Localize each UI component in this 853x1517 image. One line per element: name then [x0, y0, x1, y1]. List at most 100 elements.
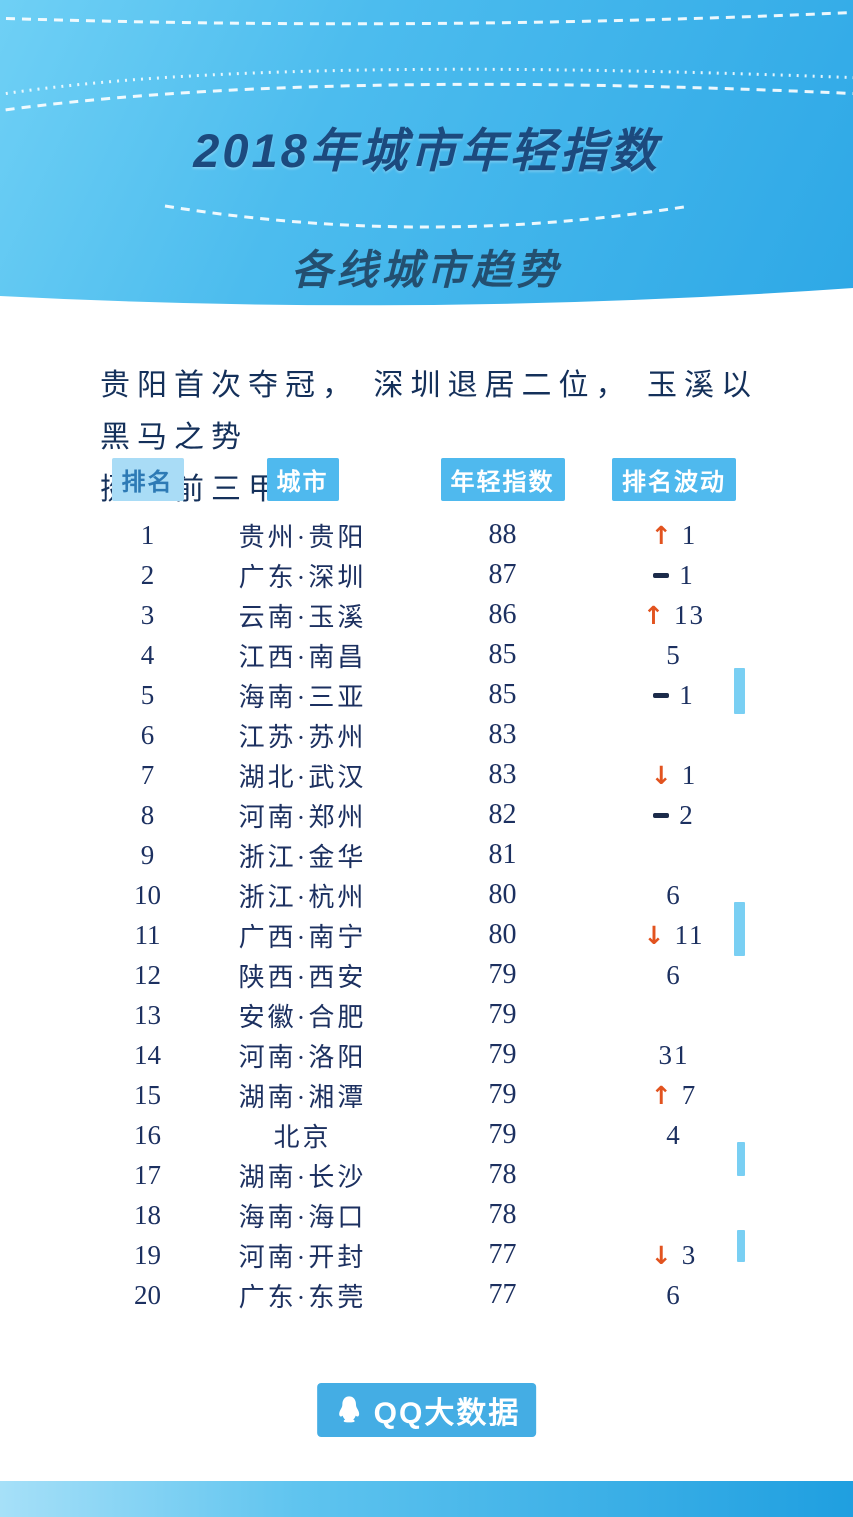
- change-cell: 6: [595, 880, 753, 911]
- change-cell: 2: [595, 800, 753, 831]
- rank-cell: 17: [134, 1159, 161, 1190]
- change-value: 2: [679, 799, 695, 830]
- city-cell: 陕西·西安: [238, 962, 367, 992]
- table-row: 6 江苏·苏州 83: [100, 715, 753, 755]
- decor-bar: [737, 1230, 745, 1262]
- rank-cell: 20: [134, 1279, 161, 1310]
- change-value: 3: [681, 1239, 698, 1270]
- header-cell-city-wrap: 城市: [195, 458, 410, 501]
- column-header-rank: 排名: [111, 458, 184, 501]
- header-cell-rank-wrap: 排名: [100, 458, 195, 501]
- change-cell: 1: [595, 560, 753, 591]
- change-value: 6: [666, 879, 682, 910]
- change-value: 7: [681, 1079, 698, 1110]
- decor-bar: [737, 1142, 745, 1176]
- change-value: 4: [666, 1119, 682, 1150]
- dashed-arc-mid: [0, 82, 853, 113]
- change-cell: ↑ 7: [595, 1080, 753, 1111]
- change-cell: ↓ 1: [595, 760, 753, 791]
- city-cell: 浙江·杭州: [238, 882, 367, 912]
- index-cell: 81: [488, 839, 517, 870]
- city-cell: 湖南·湘潭: [238, 1082, 367, 1112]
- table-row: 3 云南·玉溪 86 ↑ 13: [100, 595, 753, 635]
- qq-big-data-logo: QQ大数据: [316, 1383, 537, 1437]
- table-row: 11 广西·南宁 80 ↓ 11: [100, 915, 753, 955]
- index-cell: 82: [488, 799, 517, 830]
- rank-cell: 3: [140, 599, 155, 630]
- table-row: 14 河南·洛阳 79 31: [100, 1035, 753, 1075]
- city-cell: 江西·南昌: [238, 642, 367, 672]
- city-cell: 浙江·金华: [238, 842, 367, 872]
- rank-cell: 7: [140, 759, 155, 790]
- table-row: 15 湖南·湘潭 79 ↑ 7: [100, 1075, 753, 1115]
- city-cell: 海南·海口: [238, 1202, 367, 1232]
- change-cell: 6: [595, 1280, 753, 1311]
- index-cell: 83: [488, 719, 517, 750]
- change-value: 1: [681, 759, 698, 790]
- index-cell: 79: [488, 1119, 517, 1150]
- header-cell-change-wrap: 排名波动: [595, 458, 753, 501]
- table-row: 18 海南·海口 78: [100, 1195, 753, 1235]
- dotted-arc: [0, 67, 853, 96]
- rank-cell: 18: [134, 1199, 161, 1230]
- table-row: 5 海南·三亚 85 1: [100, 675, 753, 715]
- index-cell: 83: [488, 759, 517, 790]
- change-cell: ↓ 11: [595, 920, 753, 951]
- rank-cell: 14: [134, 1039, 161, 1070]
- table-row: 16 北京 79 4: [100, 1115, 753, 1155]
- rank-cell: 9: [140, 839, 155, 870]
- rank-cell: 11: [134, 919, 161, 950]
- city-cell: 江苏·苏州: [238, 722, 367, 752]
- rank-cell: 5: [140, 679, 155, 710]
- up-arrow-icon: ↑: [643, 600, 664, 630]
- table-row: 4 江西·南昌 85 5: [100, 635, 753, 675]
- change-value: 1: [681, 519, 698, 550]
- dash-icon: [653, 812, 670, 818]
- dash-icon: [653, 692, 670, 698]
- change-cell: 5: [595, 640, 753, 671]
- index-cell: 78: [488, 1159, 517, 1190]
- change-value: 1: [679, 559, 695, 590]
- city-cell: 广西·南宁: [238, 922, 367, 952]
- down-arrow-icon: ↓: [650, 760, 672, 790]
- index-cell: 87: [488, 559, 517, 590]
- index-cell: 80: [488, 879, 517, 910]
- table-row: 7 湖北·武汉 83 ↓ 1: [100, 755, 753, 795]
- page-title: 2018年城市年轻指数: [193, 124, 660, 177]
- rank-cell: 6: [140, 719, 155, 750]
- table-row: 12 陕西·西安 79 6: [100, 955, 753, 995]
- decor-bar: [734, 902, 745, 956]
- city-cell: 河南·开封: [238, 1242, 367, 1272]
- index-cell: 86: [488, 599, 517, 630]
- index-cell: 85: [488, 639, 517, 670]
- column-header-rank-change: 排名波动: [612, 458, 736, 501]
- rank-cell: 4: [140, 639, 155, 670]
- column-header-youth-index: 年轻指数: [440, 458, 565, 501]
- table-row: 20 广东·东莞 77 6: [100, 1275, 753, 1315]
- city-cell: 河南·洛阳: [238, 1042, 367, 1072]
- table-body: 1 贵州·贵阳 88 ↑ 1 2 广东·深圳 87 1 3 云南·玉溪 86 ↑ 13 4 江西·南昌 85 5 5…: [100, 515, 753, 1315]
- change-value: 1: [679, 679, 695, 710]
- header-bottom-curve: [0, 288, 853, 312]
- up-arrow-icon: ↑: [650, 520, 672, 550]
- change-value: 31: [658, 1039, 690, 1070]
- change-cell: 1: [595, 680, 753, 711]
- dash-icon: [653, 572, 670, 578]
- change-value: 13: [673, 599, 705, 630]
- table-row: 2 广东·深圳 87 1: [100, 555, 753, 595]
- index-cell: 85: [488, 679, 517, 710]
- rank-cell: 15: [134, 1079, 161, 1110]
- rank-cell: 10: [134, 879, 161, 910]
- down-arrow-icon: ↓: [650, 1240, 672, 1270]
- city-cell: 云南·玉溪: [238, 602, 367, 632]
- index-cell: 79: [488, 1079, 517, 1110]
- bottom-gradient-band: [0, 1481, 853, 1517]
- header-banner: 2018年城市年轻指数 各线城市趋势: [0, 0, 853, 312]
- header-dashed-arcs-decoration: [0, 10, 853, 312]
- change-value: 5: [666, 639, 682, 670]
- city-cell: 湖南·长沙: [238, 1162, 367, 1192]
- change-cell: 6: [595, 960, 753, 991]
- rank-cell: 8: [140, 799, 155, 830]
- change-cell: ↓ 3: [595, 1240, 753, 1271]
